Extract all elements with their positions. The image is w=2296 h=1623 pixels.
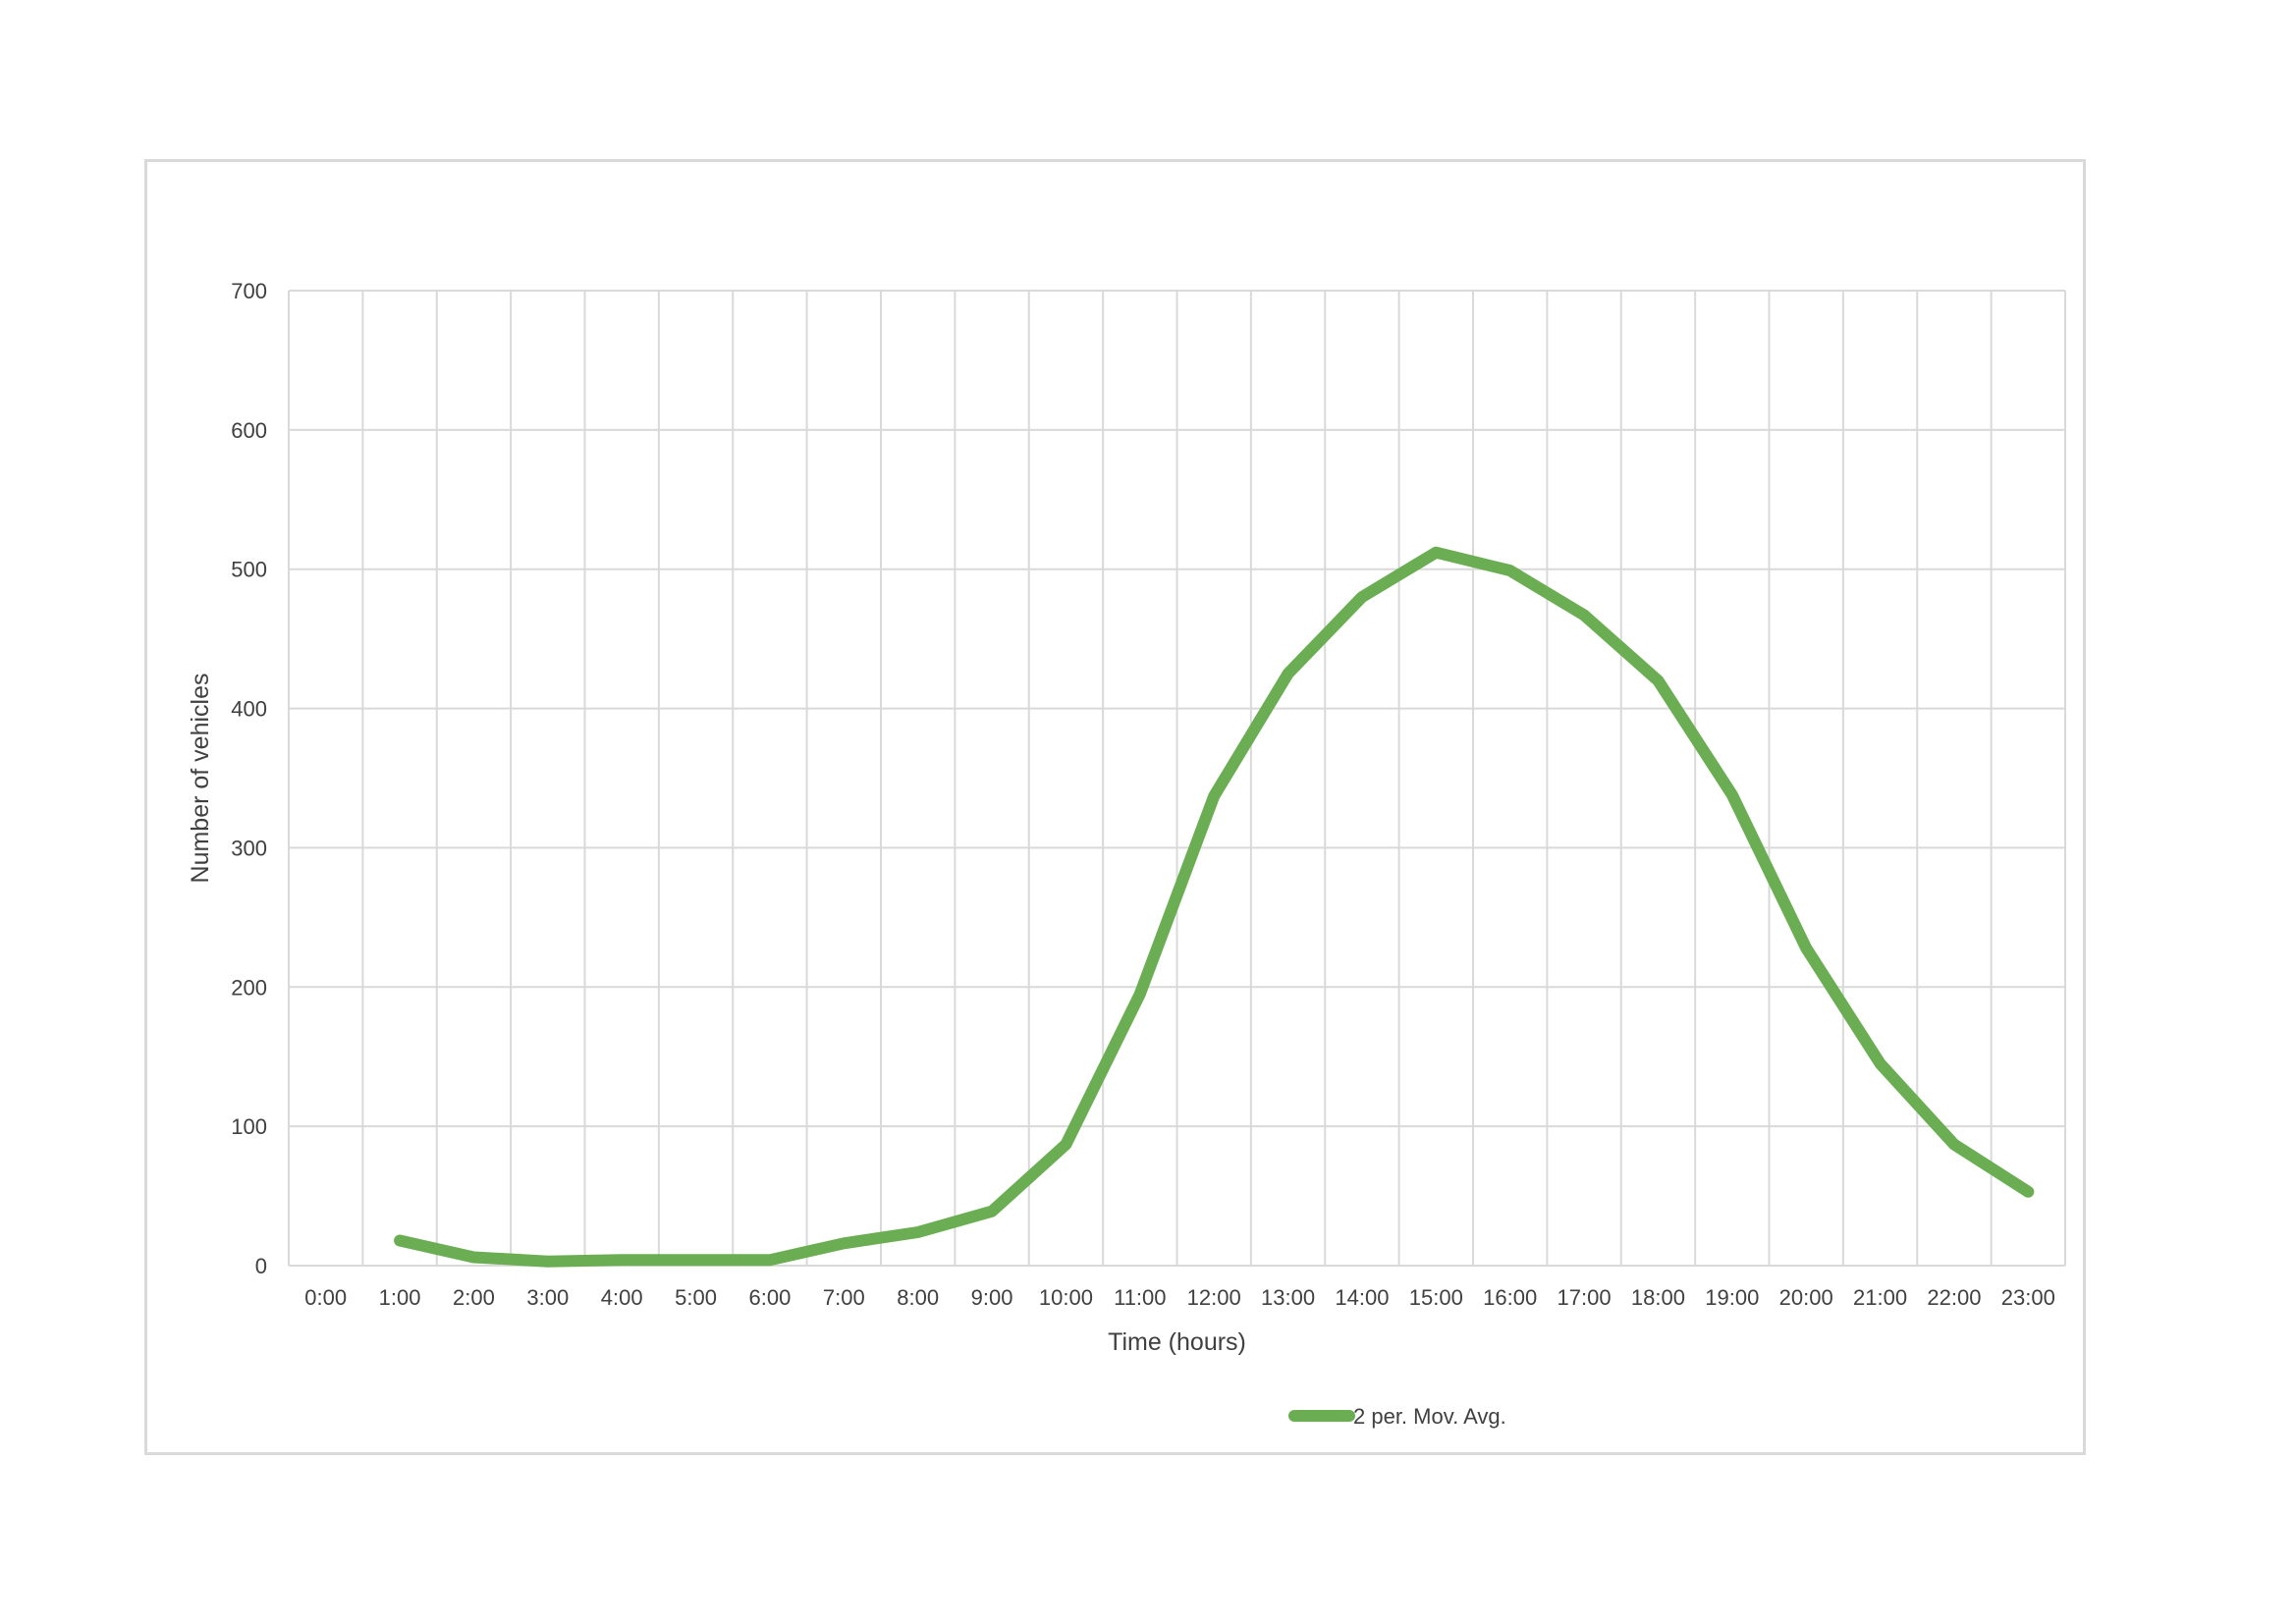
- x-tick-label: 16:00: [1483, 1285, 1537, 1310]
- x-tick-label: 11:00: [1114, 1285, 1166, 1310]
- series-layer: [394, 546, 2035, 1268]
- x-tick-label: 6:00: [749, 1285, 792, 1310]
- x-tick-label: 12:00: [1187, 1285, 1241, 1310]
- chart-area: 0 100 200 300 400 500 600 700 0:00 1:00 2:00 3:00 4…: [144, 159, 2086, 1455]
- y-tick-label: 700: [231, 279, 267, 303]
- x-tick-label: 19:00: [1705, 1285, 1759, 1310]
- x-tick-label: 18:00: [1631, 1285, 1685, 1310]
- data-point: [622, 1260, 623, 1261]
- data-point: [1806, 947, 1807, 948]
- data-point: [1361, 597, 1362, 598]
- x-tick-label: 0:00: [304, 1285, 347, 1310]
- x-tick-label: 14:00: [1335, 1285, 1389, 1310]
- y-tick-label: 100: [231, 1114, 267, 1139]
- y-tick-label: 300: [231, 836, 267, 860]
- data-point: [992, 1211, 993, 1212]
- x-tick-label: 21:00: [1853, 1285, 1907, 1310]
- data-point: [844, 1243, 845, 1244]
- x-tick-label: 22:00: [1927, 1285, 1981, 1310]
- x-tick-label: 10:00: [1039, 1285, 1093, 1310]
- legend-label-moving-average: 2 per. Mov. Avg.: [1353, 1404, 1506, 1429]
- x-tick-label: 7:00: [823, 1285, 865, 1310]
- data-point: [1139, 994, 1140, 995]
- x-tick-label: 13:00: [1261, 1285, 1315, 1310]
- y-tick-label: 400: [231, 697, 267, 722]
- data-point: [547, 1261, 548, 1262]
- data-point: [1731, 794, 1732, 795]
- data-point: [1584, 615, 1585, 616]
- gridlines: [288, 290, 2066, 1267]
- y-tick-label: 0: [255, 1254, 267, 1278]
- y-tick-label: 600: [231, 418, 267, 443]
- data-point: [473, 1257, 474, 1258]
- x-axis-title: Time (hours): [1108, 1328, 1246, 1356]
- x-tick-label: 4:00: [601, 1285, 643, 1310]
- x-axis-ticks: 0:00 1:00 2:00 3:00 4:00 5:00 6:00 7:00 8:00 9:00…: [304, 1285, 2055, 1310]
- x-tick-label: 17:00: [1558, 1285, 1612, 1310]
- y-axis-ticks: 0 100 200 300 400 500 600 700: [231, 279, 267, 1278]
- x-tick-label: 5:00: [675, 1285, 717, 1310]
- y-tick-label: 500: [231, 558, 267, 582]
- y-axis-title: Number of vehicles: [187, 674, 214, 884]
- line-chart: 0 100 200 300 400 500 600 700 0:00 1:00 2:00 3:00 4…: [187, 279, 2066, 1429]
- data-point: [2028, 1191, 2029, 1192]
- x-tick-label: 3:00: [526, 1285, 569, 1310]
- data-point: [769, 1260, 770, 1261]
- legend: 2 per. Mov. Avg.: [1288, 1404, 1506, 1429]
- data-point: [695, 1260, 696, 1261]
- data-point: [1287, 674, 1288, 675]
- x-tick-label: 2:00: [453, 1285, 495, 1310]
- x-tick-label: 23:00: [2001, 1285, 2055, 1310]
- x-tick-label: 9:00: [971, 1285, 1013, 1310]
- x-tick-label: 20:00: [1779, 1285, 1833, 1310]
- series-line-moving-average: [394, 546, 2035, 1268]
- x-tick-label: 1:00: [379, 1285, 421, 1310]
- data-point: [917, 1231, 918, 1232]
- data-point: [1436, 552, 1437, 553]
- data-point: [1880, 1063, 1881, 1064]
- data-point: [1953, 1144, 1954, 1145]
- data-point: [1214, 795, 1215, 796]
- data-point: [1658, 680, 1659, 681]
- data-point: [1509, 570, 1510, 571]
- x-tick-label: 8:00: [897, 1285, 939, 1310]
- x-tick-label: 15:00: [1409, 1285, 1463, 1310]
- y-tick-label: 200: [231, 975, 267, 1000]
- data-point: [400, 1240, 401, 1241]
